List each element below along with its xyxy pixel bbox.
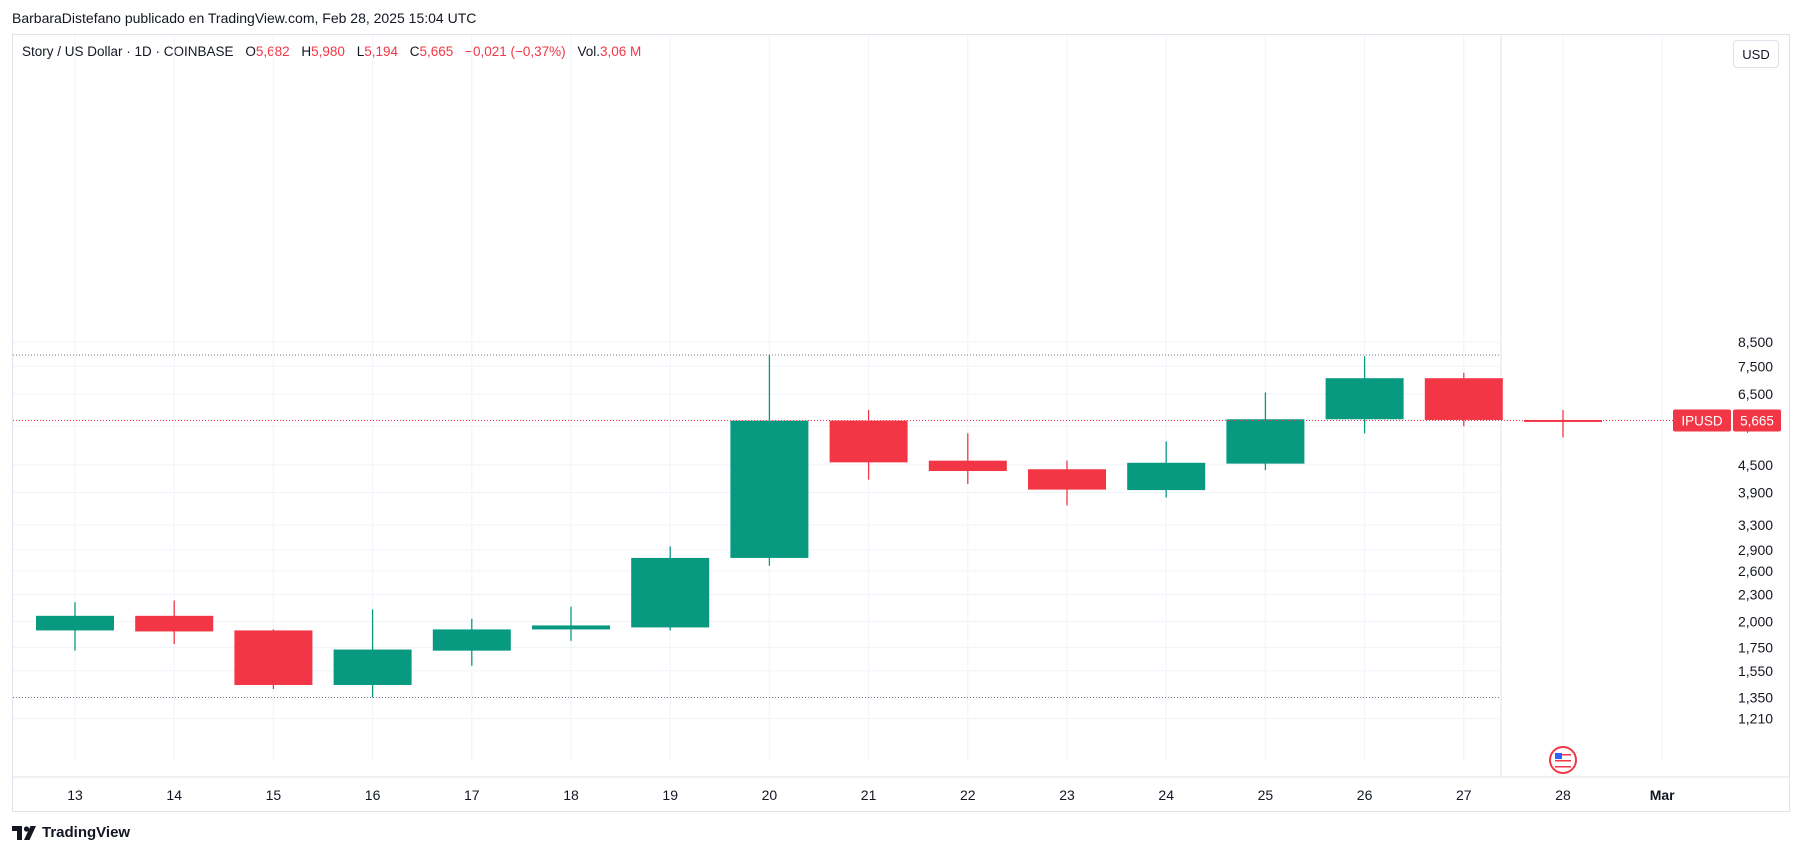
y-tick-label: 6,500 <box>1738 386 1773 402</box>
us-flag-stripe <box>1555 760 1571 762</box>
x-tick-label: 25 <box>1258 787 1274 803</box>
y-tick-label: 2,000 <box>1738 614 1773 630</box>
legend-open-value: 5,682 <box>255 44 290 59</box>
candle-body[interactable] <box>1325 378 1404 420</box>
x-tick-label: 26 <box>1357 787 1373 803</box>
currency-button[interactable]: USD <box>1733 40 1779 68</box>
candle-body[interactable] <box>532 625 610 630</box>
tradingview-logo-icon <box>12 825 36 840</box>
x-tick-label: 17 <box>464 787 480 803</box>
y-tick-label: 3,900 <box>1738 485 1773 501</box>
legend-change: −0,021 (−0,37%) <box>465 44 566 59</box>
symbol-label-box <box>1673 409 1731 432</box>
y-tick-label: 7,500 <box>1738 358 1773 374</box>
us-flag-stripe <box>1555 754 1571 756</box>
candle-body[interactable] <box>333 649 412 685</box>
legend-volume-value: 3,06 M <box>599 44 642 59</box>
candle-body[interactable] <box>135 615 214 632</box>
x-tick-label: 24 <box>1158 787 1174 803</box>
y-tick-label: 1,210 <box>1738 711 1773 727</box>
us-flag-canton <box>1555 753 1562 759</box>
y-tick-label: 1,550 <box>1738 663 1773 679</box>
x-tick-label: 16 <box>365 787 381 803</box>
y-tick-label: 2,900 <box>1738 542 1773 558</box>
legend-close-label: C <box>409 44 420 59</box>
candle-body[interactable] <box>1524 419 1602 422</box>
y-tick-label: 3,300 <box>1738 517 1773 533</box>
x-tick-label: Mar <box>1650 787 1675 803</box>
candle-body[interactable] <box>1127 462 1206 491</box>
candle-body[interactable] <box>36 615 114 631</box>
tradingview-logo[interactable]: TradingView <box>12 824 130 841</box>
last-price-box <box>1733 409 1781 432</box>
candle-body[interactable] <box>928 460 1007 472</box>
tradingview-brand: TradingView <box>42 824 131 841</box>
legend-high-value: 5,980 <box>311 44 345 59</box>
us-flag-stripe <box>1555 766 1571 768</box>
last-price-text: 5,665 <box>1740 413 1774 428</box>
x-tick-label: 14 <box>166 787 182 803</box>
symbol-label-text: IPUSD <box>1681 413 1723 428</box>
x-tick-label: 27 <box>1456 787 1472 803</box>
chart-frame <box>12 34 1790 812</box>
x-tick-label: 22 <box>960 787 976 803</box>
candle-body[interactable] <box>234 630 313 685</box>
candle-body[interactable] <box>730 420 809 558</box>
y-tick-label: 1,350 <box>1738 689 1773 705</box>
x-tick-label: 19 <box>662 787 678 803</box>
candle-body[interactable] <box>829 420 908 463</box>
us-flag-stripe <box>1555 763 1571 765</box>
symbol-legend: Story / US Dollar · 1D · COINBASE O5,682… <box>22 44 641 59</box>
x-tick-label: 13 <box>67 787 83 803</box>
x-tick-label: 15 <box>266 787 282 803</box>
legend-high-label: H <box>301 44 312 59</box>
legend-close-value: 5,665 <box>419 44 454 59</box>
legend-open-label: O <box>245 44 256 59</box>
x-tick-label: 28 <box>1555 787 1571 803</box>
y-tick-label: 2,300 <box>1738 587 1773 603</box>
legend-low-label: L <box>356 44 365 59</box>
candle-body[interactable] <box>631 557 710 628</box>
x-tick-label: 18 <box>563 787 579 803</box>
publish-caption: BarbaraDistefano publicado en TradingVie… <box>12 10 477 26</box>
y-tick-label: 2,600 <box>1738 563 1773 579</box>
y-tick-label: 4,500 <box>1738 457 1773 473</box>
x-tick-label: 21 <box>861 787 877 803</box>
y-tick-label: 8,500 <box>1738 334 1773 350</box>
us-flag-stripe <box>1555 757 1571 759</box>
candle-body[interactable] <box>432 629 511 651</box>
candle-body[interactable] <box>1028 469 1106 490</box>
y-tick-label: 1,750 <box>1738 639 1773 655</box>
x-tick-label: 23 <box>1059 787 1075 803</box>
legend-volume-label: Vol. <box>577 44 600 59</box>
candle-body[interactable] <box>1424 378 1503 420</box>
x-tick-label: 20 <box>762 787 778 803</box>
candle-body[interactable] <box>1226 419 1305 464</box>
